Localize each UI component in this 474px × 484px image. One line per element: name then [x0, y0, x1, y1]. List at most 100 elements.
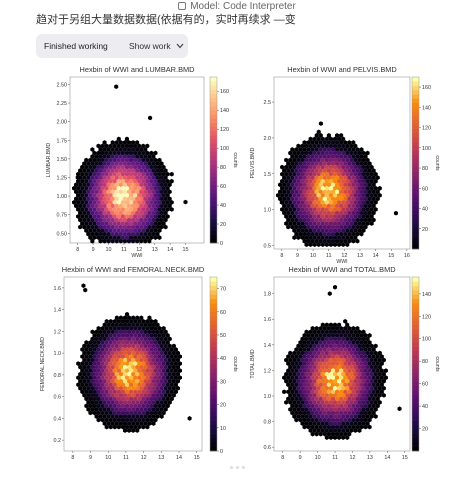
colorbar-segment [210, 385, 217, 391]
hexbin-cell [308, 235, 313, 240]
hexbin-cell [114, 238, 119, 244]
hexbin-cell [159, 210, 164, 216]
hexbin-cell [298, 182, 303, 188]
hexbin-cell [290, 210, 295, 216]
hexbin-cell [98, 329, 103, 335]
hexbin-cell [131, 357, 136, 363]
hexbin-cell [330, 217, 336, 223]
hexbin-cell [326, 340, 331, 345]
hexbin-cell [114, 336, 119, 342]
hexbin-cell [143, 182, 148, 188]
hexbin-cell [341, 200, 346, 205]
hexbin-cell [175, 364, 180, 370]
hexbin-cell [108, 382, 113, 388]
hexbin-cell [312, 329, 317, 335]
hexbin-cell [324, 235, 329, 240]
hexbin-cell [139, 210, 144, 216]
hexbin-cell [104, 347, 109, 352]
hexbin-cell [330, 161, 336, 166]
colorbar-segment [412, 171, 419, 177]
hexbin-cell [326, 410, 331, 416]
hexbin-cell [326, 224, 331, 230]
colorbar-segment [210, 122, 217, 128]
hexbin-cell [332, 428, 338, 433]
hexbin-cell [88, 171, 93, 177]
hexbin-cell [108, 185, 113, 191]
hexbin-cell [365, 378, 370, 384]
hexbin-cell [131, 428, 136, 433]
hexbin-cell [369, 207, 374, 212]
hexbin-cell [316, 242, 321, 248]
hexbin-cell [337, 221, 342, 226]
colorbar-segment [210, 433, 217, 439]
hexbin-cell [122, 421, 128, 426]
hexbin-cell [361, 357, 366, 363]
hexbin-cell [120, 192, 125, 198]
hexbin-cell [112, 143, 117, 149]
hexbin-cell [308, 200, 313, 205]
x-tick-label: 9 [89, 455, 92, 460]
hexbin-cell [306, 161, 311, 166]
hexbin-cell [169, 368, 174, 373]
hexbin-cell [300, 200, 305, 205]
hexbin-cell [284, 214, 289, 219]
colorbar-tick-label: 80 [422, 166, 428, 172]
hexbin-cell [300, 343, 305, 349]
hexbin-cell [288, 178, 293, 184]
hexbin-cell [359, 154, 364, 159]
hexbin-cell [284, 185, 289, 191]
hexbin-cell [76, 214, 81, 219]
hexbin-cell [322, 217, 327, 223]
colorbar-tick-label: 40 [220, 203, 226, 209]
hexbin-cell [86, 224, 91, 230]
hexbin-cell [157, 389, 162, 395]
hexbin-cell [145, 150, 150, 156]
hexbin-cell [312, 150, 317, 156]
hexbin-cell [137, 417, 142, 423]
hexbin-cell [74, 189, 79, 195]
hexbin-cell [149, 410, 154, 416]
hexbin-cell [116, 424, 121, 430]
hexbin-cell [347, 431, 352, 437]
hexbin-cell [298, 340, 303, 345]
hexbin-cell [357, 207, 362, 212]
hexbin-cell [328, 185, 333, 191]
hexbin-cell [355, 182, 360, 188]
hexbin-cell [102, 196, 107, 202]
hexbin-cell [76, 382, 81, 388]
hexbin-cell [320, 185, 325, 191]
hexbin-cell [308, 178, 313, 184]
hexbin-cell [161, 214, 166, 219]
hexbin-cell [322, 196, 327, 202]
colorbar-segment [210, 359, 217, 365]
hexbin-cell [339, 403, 344, 409]
hexbin-cell [127, 421, 132, 426]
show-work-button[interactable]: Show work [129, 41, 184, 51]
colorbar-segment [210, 97, 217, 103]
hexbin-cell [343, 354, 348, 359]
colorbar-segment [412, 81, 419, 86]
hexbin-cell [306, 182, 311, 188]
hexbin-cell [308, 150, 313, 156]
colorbar-segment [210, 329, 217, 334]
hexbin-cell [371, 382, 376, 388]
hexbin-cell [157, 185, 162, 191]
hexbin-cell [151, 371, 156, 377]
hexbin-cell [92, 354, 97, 359]
hexbin-cell [125, 403, 130, 409]
hexbin-cell [337, 329, 342, 335]
hexbin-cell [280, 171, 285, 177]
hexbin-cell [155, 378, 160, 384]
hexbin-cell [96, 403, 101, 409]
hexbin-cell [282, 168, 287, 173]
hexbin-cell [100, 207, 105, 212]
hexbin-cell [339, 431, 344, 437]
hexbin-cell [379, 354, 384, 359]
hexbin-cell [349, 214, 354, 219]
hexbin-cell [104, 164, 109, 170]
hexbin-cell [353, 214, 358, 219]
hexbin-cell [116, 340, 121, 345]
hexbin-cell [332, 200, 338, 205]
hexbin-cell [310, 389, 315, 395]
